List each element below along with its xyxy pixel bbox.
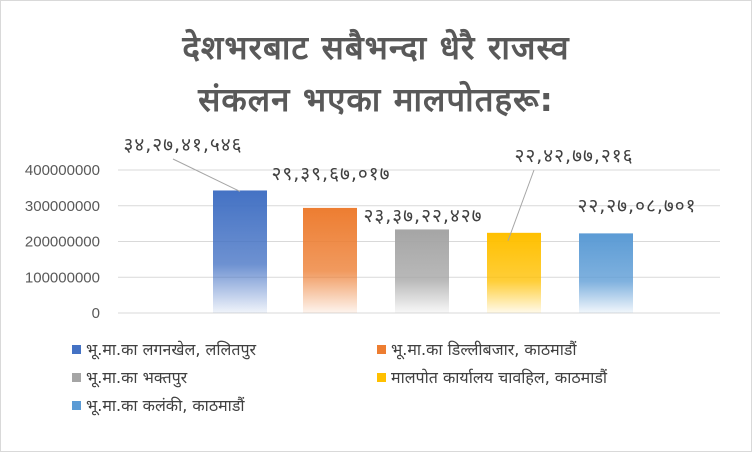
legend-item-1[interactable]: भू.मा.का लगनखेल, ललितपुर <box>72 338 256 360</box>
legend-item-2[interactable]: भू.मा.का डिल्लीबजार, काठमाडौं <box>377 338 577 360</box>
chart-title-line-1: देशभरबाट सबैभन्दा धेरै राजस्व <box>182 28 570 67</box>
legend-item-3[interactable]: भू.मा.का भक्तपुर <box>72 366 187 388</box>
chart-title-line-2: संकलन भएका मालपोतहरू: <box>198 80 554 119</box>
y-tick-label: 200000000 <box>25 234 100 251</box>
data-label-2: २९,३९,६७,०१७ <box>271 163 390 185</box>
bar-5[interactable] <box>579 233 633 313</box>
y-tick-label: 100000000 <box>25 269 100 286</box>
data-labels: ३४,२७,४१,५४६ २९,३९,६७,०१७ २३,३७,२२,४२७ २२,४… <box>123 134 696 227</box>
bar-4[interactable] <box>487 232 541 313</box>
data-label-4: २२,४२,७७,२१६ <box>514 145 633 167</box>
legend-label: भू.मा.का कलंकी, काठमाडौं <box>86 396 245 415</box>
data-label-1: ३४,२७,४१,५४६ <box>123 134 242 156</box>
legend-label: मालपोत कार्यालय चावहिल, काठमाडौं <box>391 368 608 387</box>
legend-swatch <box>72 400 81 410</box>
legend-label: भू.मा.का भक्तपुर <box>86 368 188 387</box>
data-label-3: २३,३७,२२,४२७ <box>363 205 482 227</box>
leader-lines <box>172 158 535 241</box>
y-tick-label: 400000000 <box>25 162 100 179</box>
bars <box>213 190 633 313</box>
legend-swatch <box>72 344 81 354</box>
legend-item-4[interactable]: मालपोत कार्यालय चावहिल, काठमाडौं <box>377 366 607 388</box>
y-tick-label: 0 <box>92 305 100 322</box>
leader-line <box>172 158 241 192</box>
y-tick-label: 300000000 <box>25 198 100 215</box>
legend-item-5[interactable]: भू.मा.का कलंकी, काठमाडौं <box>72 394 245 416</box>
legend-swatch <box>377 372 386 382</box>
bar-2[interactable] <box>303 207 357 313</box>
legend-swatch <box>72 372 81 382</box>
bar-3[interactable] <box>395 229 449 313</box>
legend-label: भू.मा.का लगनखेल, ललितपुर <box>86 340 257 359</box>
y-axis: 0 100000000 200000000 300000000 400000000 <box>25 162 100 322</box>
legend-swatch <box>377 344 386 354</box>
leader-line <box>507 169 535 241</box>
bar-1[interactable] <box>213 190 267 313</box>
data-label-5: २२,२७,०८,७०१ <box>577 195 696 217</box>
legend-label: भू.मा.का डिल्लीबजार, काठमाडौं <box>391 340 577 359</box>
chart-title: देशभरबाट सबैभन्दा धेरै राजस्व संकलन भएका… <box>0 22 752 126</box>
